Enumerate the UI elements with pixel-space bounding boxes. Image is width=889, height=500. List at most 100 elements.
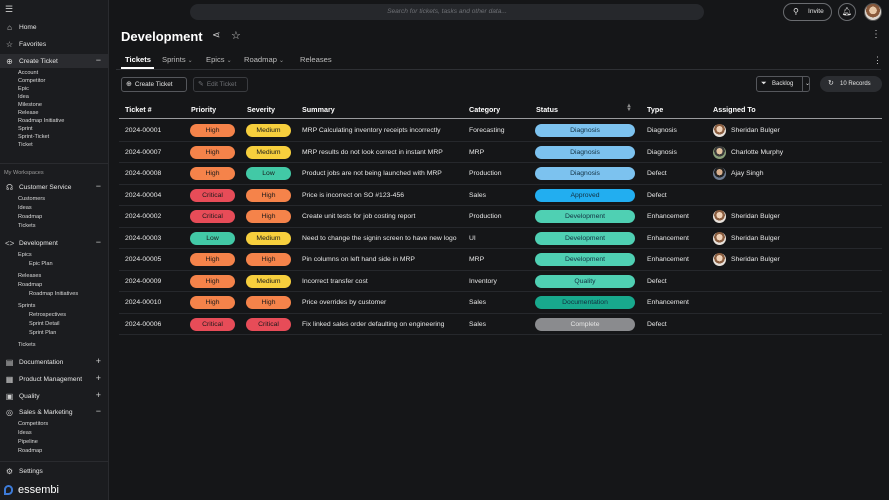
summary-text[interactable]: Fix linked sales order defaulting on eng… [302,320,445,328]
create-ticket-sprint[interactable]: Sprint [18,126,33,132]
cs-ideas[interactable]: Ideas [18,205,32,211]
dev-releases[interactable]: Releases [18,273,42,279]
cs-roadmap[interactable]: Roadmap [18,214,43,220]
dev-sprints[interactable]: Sprints [18,303,36,309]
dev-epics[interactable]: Epics [18,252,32,258]
ticket-number[interactable]: 2024-00010 [125,299,162,306]
ticket-number[interactable]: 2024-00003 [125,234,162,242]
more-tab-options-icon[interactable]: ⋮ [873,55,882,65]
summary-text[interactable]: Price is incorrect on SO #123-456 [302,191,405,199]
sidebar-item-quality[interactable]: ▣ Quality + [0,389,108,403]
sidebar-item-documentation[interactable]: ▤ Documentation + [0,355,108,369]
table-row[interactable]: 2024-00003 Low Medium Need to change the si… [119,228,882,249]
favorite-star-icon[interactable]: ☆ [231,30,241,42]
sidebar-toggle-icon[interactable]: ☰ [5,4,14,14]
sidebar-item-settings[interactable]: ⚙ Settings [0,464,108,478]
create-ticket-ticket[interactable]: Ticket [18,142,33,148]
column-header-category[interactable]: Category [469,105,501,114]
sidebar-item-home[interactable]: ⌂ Home [0,20,108,34]
sm-roadmap[interactable]: Roadmap [18,448,43,454]
table-row[interactable]: 2024-00006 Critical Critical Fix linked sal… [119,314,882,335]
sidebar-item-create-ticket[interactable]: ⊕ Create Ticket − [0,54,108,68]
sidebar-item-customer-service[interactable]: ☊ Customer Service − [0,180,108,194]
expand-icon[interactable]: + [95,373,101,383]
table-row[interactable]: 2024-00008 High Low Product jobs are not be… [119,163,882,185]
ticket-number[interactable]: 2024-00007 [125,148,162,156]
column-header-summary[interactable]: Summary [302,105,335,114]
summary-text[interactable]: MRP results do not look correct in insta… [302,148,443,156]
ticket-number[interactable]: 2024-00002 [125,213,162,220]
create-ticket-milestone[interactable]: Milestone [18,102,42,108]
table-row[interactable]: 2024-00009 High Medium Incorrect transfer c… [119,271,882,292]
column-header-assigned[interactable]: Assigned To [713,105,756,114]
expand-icon[interactable]: + [95,390,101,400]
records-count-button[interactable]: ↻ 10 Records [820,76,882,92]
more-options-icon[interactable]: ⋮ [871,29,881,40]
search-input[interactable]: Search for tickets, tasks and other data… [190,4,704,20]
ticket-number[interactable]: 2024-00009 [125,277,162,285]
create-ticket-account[interactable]: Account [18,70,39,76]
create-ticket-button[interactable]: ⊕ Create Ticket [121,77,187,92]
summary-text[interactable]: Pin columns on left hand side in MRP [302,256,415,263]
collapse-icon[interactable]: − [95,406,101,416]
invite-button[interactable]: ⚲ Invite [783,3,832,21]
collapse-icon[interactable]: − [95,237,101,247]
cs-customers[interactable]: Customers [18,196,46,202]
column-header-status[interactable]: Status [536,105,558,114]
column-header-type[interactable]: Type [647,105,664,114]
summary-text[interactable]: Incorrect transfer cost [302,277,368,285]
dev-sprint-detail[interactable]: Sprint Detail [29,321,60,327]
dev-tickets[interactable]: Tickets [18,342,36,348]
table-row[interactable]: 2024-00004 Critical High Price is incorrect… [119,185,882,206]
sidebar-item-sales-marketing[interactable]: ◎ Sales & Marketing − [0,405,108,419]
chevron-down-icon[interactable]: ⌄ [802,77,810,91]
cs-tickets[interactable]: Tickets [18,223,36,229]
create-ticket-idea[interactable]: Idea [18,94,29,100]
sm-ideas[interactable]: Ideas [18,430,32,436]
dev-roadmap-initiatives[interactable]: Roadmap Initiatives [29,291,79,297]
table-row[interactable]: 2024-00002 Critical High Create unit tests … [119,206,882,228]
ticket-number[interactable]: 2024-00008 [125,170,162,177]
summary-text[interactable]: Need to change the signin screen to have… [302,234,457,242]
sm-pipeline[interactable]: Pipeline [18,439,38,445]
create-ticket-competitor[interactable]: Competitor [18,78,46,84]
column-header-severity[interactable]: Severity [247,105,275,114]
table-row[interactable]: 2024-00005 High High Pin columns on left ha… [119,249,882,271]
dev-retrospectives[interactable]: Retrospectives [29,312,66,318]
column-header-priority[interactable]: Priority [191,105,217,114]
share-icon[interactable]: ⋖ [212,30,221,41]
summary-text[interactable]: Price overrides by customer [302,299,387,306]
table-row[interactable]: 2024-00010 High High Price overrides by cus… [119,292,882,314]
table-row[interactable]: 2024-00007 High Medium MRP results do not l… [119,142,882,163]
tab-releases[interactable]: Releases [300,55,332,64]
summary-text[interactable]: MRP Calculating inventory receipts incor… [302,127,441,134]
tab-roadmap[interactable]: Roadmap ⌄ [244,55,284,64]
tab-sprints[interactable]: Sprints ⌄ [162,55,193,64]
create-ticket-epic[interactable]: Epic [18,86,29,92]
sort-icon[interactable]: ▲ ▼ [626,103,632,113]
collapse-icon[interactable]: − [95,181,101,191]
collapse-icon[interactable]: − [95,55,101,65]
notifications-bell-icon[interactable]: 🔔︎ [838,3,856,21]
create-ticket-release[interactable]: Release [18,110,39,116]
sidebar-item-favorites[interactable]: ☆ Favorites [0,37,108,51]
ticket-number[interactable]: 2024-00001 [125,127,162,134]
summary-text[interactable]: Create unit tests for job costing report [302,213,416,220]
dev-roadmap[interactable]: Roadmap [18,282,43,288]
tab-tickets[interactable]: Tickets [125,55,151,64]
sidebar-item-product-management[interactable]: ▦ Product Management + [0,372,108,386]
create-ticket-roadmap-initiative[interactable]: Roadmap Initiative [18,118,65,124]
sidebar-item-development[interactable]: <> Development − [0,236,108,250]
filter-dropdown[interactable]: ⏷ Backlog ⌄ [756,76,810,92]
edit-ticket-button[interactable]: ✎ Edit Ticket [193,77,248,92]
ticket-number[interactable]: 2024-00004 [125,191,162,199]
ticket-number[interactable]: 2024-00005 [125,256,162,263]
dev-epic-plan[interactable]: Epic Plan [29,261,53,267]
ticket-number[interactable]: 2024-00006 [125,320,162,328]
column-header-ticket[interactable]: Ticket # [125,105,152,114]
tab-epics[interactable]: Epics ⌄ [206,55,232,64]
sm-competitors[interactable]: Competitors [18,421,49,427]
create-ticket-sprint-ticket[interactable]: Sprint-Ticket [18,134,50,140]
user-avatar[interactable] [864,3,882,21]
table-row[interactable]: 2024-00001 High Medium MRP Calculating inve… [119,120,882,142]
